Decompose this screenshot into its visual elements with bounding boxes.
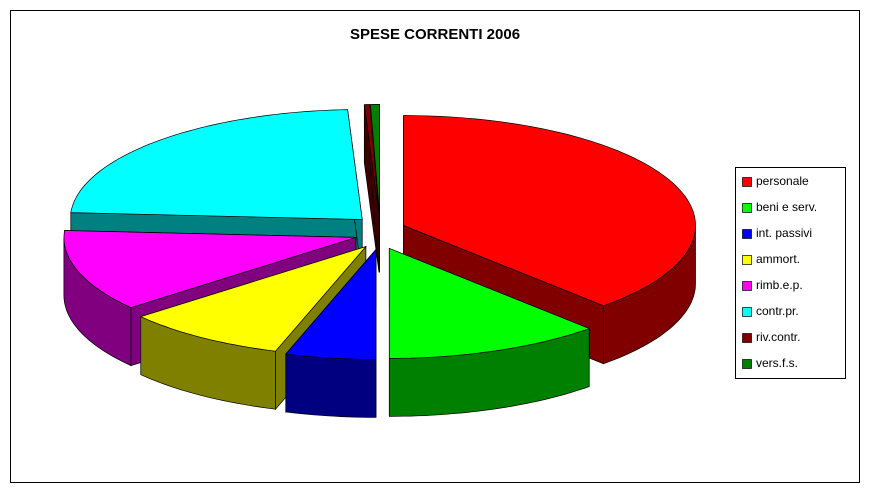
pie bbox=[63, 104, 696, 418]
legend-label: riv.contr. bbox=[756, 330, 800, 344]
pie-slice bbox=[363, 104, 380, 273]
slice-top bbox=[139, 245, 367, 352]
legend-swatch bbox=[742, 307, 752, 317]
slice-side bbox=[285, 353, 377, 418]
legend: personale beni e serv. int. passivi ammort.… bbox=[735, 167, 846, 379]
legend-swatch bbox=[742, 177, 752, 187]
slice-top bbox=[70, 109, 363, 220]
slice-top bbox=[370, 104, 380, 215]
legend-swatch bbox=[742, 359, 752, 369]
legend-swatch bbox=[742, 229, 752, 239]
slice-top bbox=[363, 104, 380, 215]
legend-label: vers.f.s. bbox=[756, 356, 798, 370]
chart-title: SPESE CORRENTI 2006 bbox=[350, 26, 520, 43]
slice-top bbox=[403, 115, 696, 307]
slice-top bbox=[388, 247, 591, 359]
legend-swatch bbox=[742, 281, 752, 291]
legend-label: ammort. bbox=[756, 252, 800, 266]
legend-label: contr.pr. bbox=[756, 304, 799, 318]
pie-slice bbox=[388, 247, 591, 417]
slice-top bbox=[285, 248, 377, 360]
legend-label: rimb.e.p. bbox=[756, 278, 803, 292]
legend-label: int. passivi bbox=[756, 226, 812, 240]
legend-swatch bbox=[742, 203, 752, 213]
legend-swatch bbox=[742, 333, 752, 343]
legend-box bbox=[735, 167, 846, 379]
legend-label: personale bbox=[756, 174, 809, 188]
slice-top bbox=[63, 230, 357, 308]
pie-slice bbox=[285, 248, 377, 418]
legend-swatch bbox=[742, 255, 752, 265]
legend-label: beni e serv. bbox=[756, 200, 817, 214]
